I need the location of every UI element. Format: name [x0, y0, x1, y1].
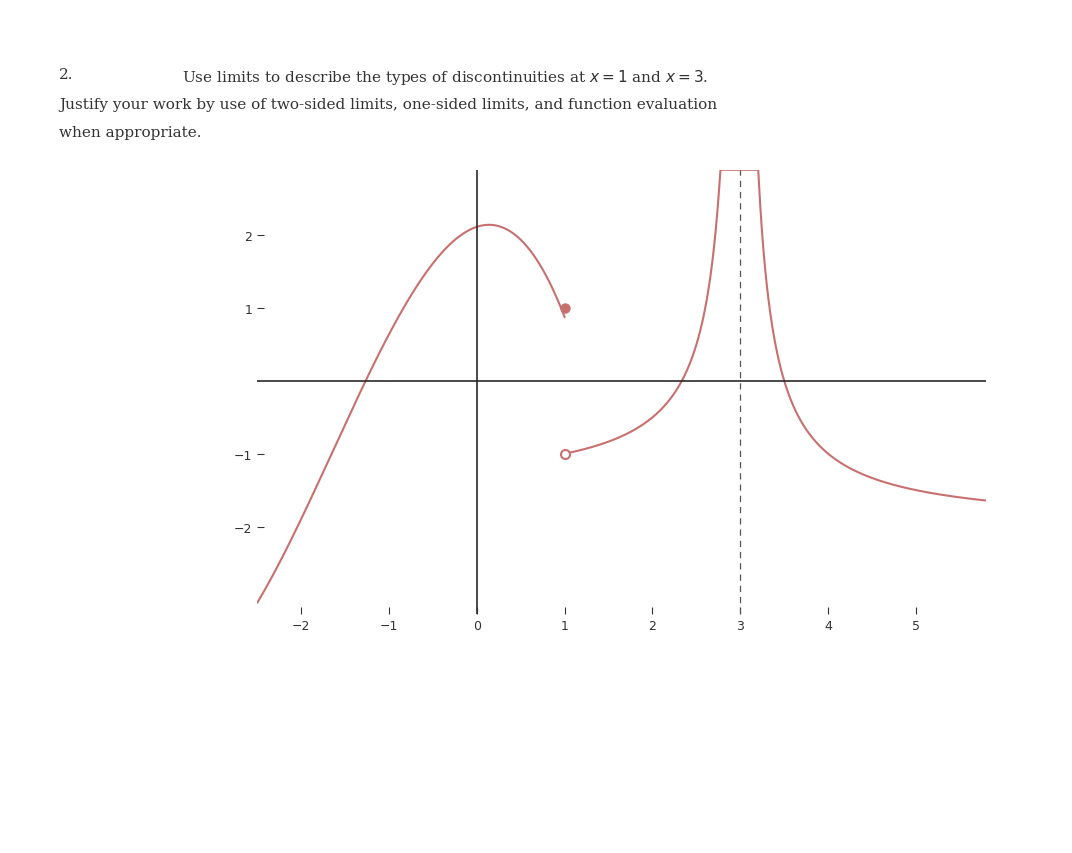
Text: Use limits to describe the types of discontinuities at $x = 1$ and $x = 3$.: Use limits to describe the types of disc… — [182, 68, 709, 87]
Text: when appropriate.: when appropriate. — [59, 125, 202, 139]
Text: 2.: 2. — [59, 68, 74, 82]
Text: Justify your work by use of two-sided limits, one-sided limits, and function eva: Justify your work by use of two-sided li… — [59, 98, 717, 112]
